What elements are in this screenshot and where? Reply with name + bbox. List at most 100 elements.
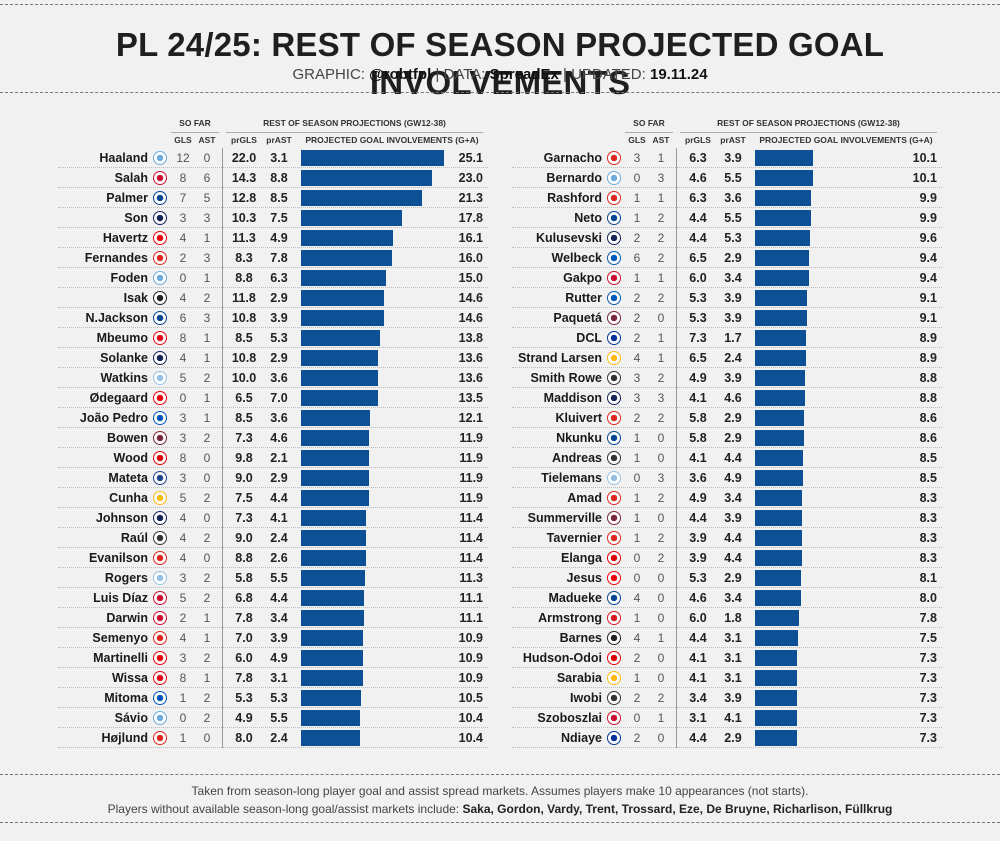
player-name: Gakpo <box>563 271 602 285</box>
projected-total: 12.1 <box>458 411 483 425</box>
assists-so-far: 1 <box>203 391 211 405</box>
assists-so-far: 0 <box>203 151 211 165</box>
team-crest-icon <box>607 731 621 745</box>
assists-so-far: 1 <box>203 231 211 245</box>
projected-assists: 6.3 <box>270 271 288 285</box>
table-row: Bowen 3 2 7.3 4.6 11.9 <box>58 428 488 448</box>
player-name: Tielemans <box>541 471 602 485</box>
projection-bar <box>755 250 809 266</box>
projected-total: 7.3 <box>919 711 937 725</box>
goals-so-far: 5 <box>179 371 187 385</box>
column-separator <box>676 268 677 288</box>
player-name: Iwobi <box>570 691 602 705</box>
group-header-row: SO FAR REST OF SEASON PROJECTIONS (GW12-… <box>58 118 488 132</box>
projected-total: 9.9 <box>919 211 937 225</box>
table-row: Garnacho 3 1 6.3 3.9 10.1 <box>512 148 942 168</box>
assists-so-far: 1 <box>657 631 665 645</box>
projected-assists: 2.4 <box>724 351 742 365</box>
player-name: Raúl <box>120 531 148 545</box>
player-name: Maddison <box>543 391 602 405</box>
player-name: Semenyo <box>92 631 148 645</box>
table-row: Cunha 5 2 7.5 4.4 11.9 <box>58 488 488 508</box>
assists-so-far: 2 <box>657 551 665 565</box>
left-table-rows: Haaland 12 0 22.0 3.1 25.1 Salah 8 6 14.3 8.8 23.0 P… <box>58 148 488 748</box>
projected-assists: 2.6 <box>270 551 288 565</box>
table-row: Smith Rowe 3 2 4.9 3.9 8.8 <box>512 368 942 388</box>
projected-total: 11.3 <box>459 571 483 585</box>
projection-bar <box>755 550 803 566</box>
projected-goals: 6.8 <box>235 591 253 605</box>
table-row: Strand Larsen 4 1 6.5 2.4 8.9 <box>512 348 942 368</box>
goals-so-far: 1 <box>633 511 641 525</box>
assists-so-far: 2 <box>203 571 211 585</box>
projected-total: 9.1 <box>919 311 937 325</box>
team-crest-icon <box>607 471 621 485</box>
table-row: Summerville 1 0 4.4 3.9 8.3 <box>512 508 942 528</box>
assists-so-far: 2 <box>657 411 665 425</box>
projection-bar <box>301 310 385 326</box>
team-crest-icon <box>607 551 621 565</box>
projected-goals: 6.0 <box>689 271 707 285</box>
goals-so-far: 4 <box>179 511 187 525</box>
player-name: Haaland <box>99 151 148 165</box>
projected-assists: 5.3 <box>724 231 742 245</box>
projection-bar <box>755 390 806 406</box>
team-crest-icon <box>607 331 621 345</box>
ast-header: AST <box>652 135 670 145</box>
goals-so-far: 4 <box>633 351 641 365</box>
projected-total: 16.0 <box>458 251 483 265</box>
player-name: Wissa <box>111 671 148 685</box>
assists-so-far: 0 <box>657 611 665 625</box>
team-crest-icon <box>153 151 167 165</box>
projection-bar <box>301 710 361 726</box>
projected-assists: 2.4 <box>270 531 288 545</box>
so-far-header: SO FAR <box>633 118 665 128</box>
projected-assists: 1.8 <box>724 611 742 625</box>
player-name: Salah <box>114 171 148 185</box>
table-row: Højlund 1 0 8.0 2.4 10.4 <box>58 728 488 748</box>
so-far-header: SO FAR <box>179 118 211 128</box>
table-row: Barnes 4 1 4.4 3.1 7.5 <box>512 628 942 648</box>
projected-goals: 6.0 <box>235 651 253 665</box>
projected-total: 23.0 <box>458 171 483 185</box>
projection-bar <box>755 410 804 426</box>
table-row: Havertz 4 1 11.3 4.9 16.1 <box>58 228 488 248</box>
column-separator <box>222 148 223 168</box>
player-name: Bowen <box>107 431 148 445</box>
column-separator <box>676 388 677 408</box>
projected-total: 21.3 <box>458 191 483 205</box>
projection-bar <box>755 710 797 726</box>
goals-so-far: 2 <box>633 411 641 425</box>
projected-total: 13.8 <box>458 331 483 345</box>
projected-assists: 2.9 <box>724 411 742 425</box>
team-crest-icon <box>153 511 167 525</box>
updated-date: 19.11.24 <box>649 66 708 83</box>
team-crest-icon <box>607 611 621 625</box>
assists-so-far: 2 <box>657 491 665 505</box>
column-separator <box>222 448 223 468</box>
projected-assists: 2.9 <box>724 571 742 585</box>
projected-total: 11.4 <box>459 511 483 525</box>
table-row: Ndiaye 2 0 4.4 2.9 7.3 <box>512 728 942 748</box>
projected-goals: 9.8 <box>235 451 253 465</box>
player-name: Mbeumo <box>96 331 148 345</box>
column-separator <box>222 308 223 328</box>
player-name: Madueke <box>548 591 603 605</box>
goals-so-far: 5 <box>179 591 187 605</box>
projected-goals: 6.5 <box>689 351 707 365</box>
assists-so-far: 5 <box>203 191 211 205</box>
projection-bar <box>301 430 369 446</box>
projected-goals: 5.3 <box>235 691 253 705</box>
player-name: Paquetá <box>553 311 602 325</box>
projected-goals: 5.3 <box>689 291 707 305</box>
projection-bar <box>301 530 366 546</box>
projected-assists: 5.5 <box>724 171 742 185</box>
table-row: Solanke 4 1 10.8 2.9 13.6 <box>58 348 488 368</box>
projected-goals: 22.0 <box>231 151 257 165</box>
projected-goals: 10.0 <box>231 371 257 385</box>
column-separator <box>676 428 677 448</box>
projected-goals: 3.9 <box>689 531 707 545</box>
column-separator <box>222 348 223 368</box>
projected-total: 8.8 <box>919 371 937 385</box>
team-crest-icon <box>607 351 621 365</box>
